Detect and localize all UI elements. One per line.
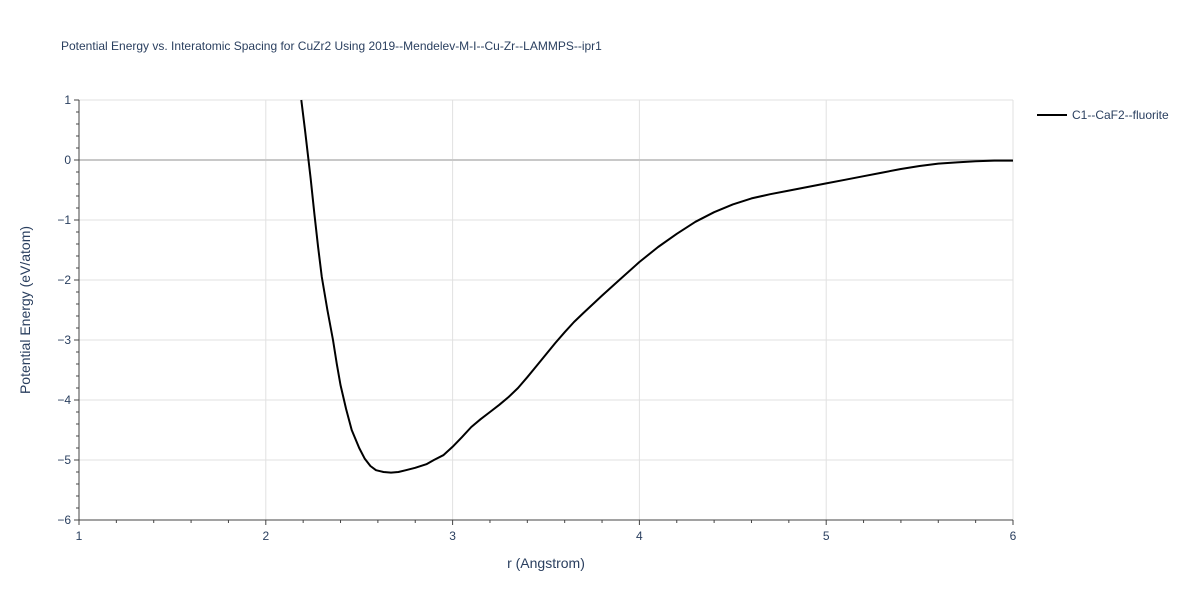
x-tick-label: 6: [1010, 529, 1017, 543]
y-tick-label: 0: [64, 153, 71, 167]
x-tick-labels: 1 2 3 4 5 6: [76, 529, 1017, 543]
chart-title: Potential Energy vs. Interatomic Spacing…: [61, 39, 602, 53]
x-gridlines: [265, 100, 1014, 520]
y-tick-label: −2: [57, 273, 71, 287]
x-tick-label: 2: [262, 529, 269, 543]
y-gridlines: [79, 99, 1013, 461]
y-tick-label: −6: [57, 513, 71, 527]
y-minor-ticks: [74, 99, 79, 521]
x-tick-label: 1: [76, 529, 83, 543]
y-tick-label: −5: [57, 453, 71, 467]
y-tick-label: 1: [64, 93, 71, 107]
x-tick-label: 3: [449, 529, 456, 543]
y-tick-label: −4: [57, 393, 71, 407]
legend[interactable]: C1--CaF2--fluorite: [1037, 108, 1169, 122]
plot-background: [79, 100, 1013, 520]
x-tick-label: 4: [636, 529, 643, 543]
x-tick-label: 5: [823, 529, 830, 543]
y-tick-label: −3: [57, 333, 71, 347]
x-axis-title: r (Angstrom): [507, 555, 585, 571]
x-minor-ticks: [78, 520, 1014, 525]
series-line: [300, 99, 1013, 474]
y-tick-labels: 1 0 −1 −2 −3 −4 −5 −6: [57, 93, 71, 527]
y-tick-label: −1: [57, 213, 71, 227]
series-layer: [300, 99, 1013, 474]
y-axis-title: Potential Energy (eV/atom): [17, 226, 33, 394]
legend-label: C1--CaF2--fluorite: [1072, 108, 1169, 122]
